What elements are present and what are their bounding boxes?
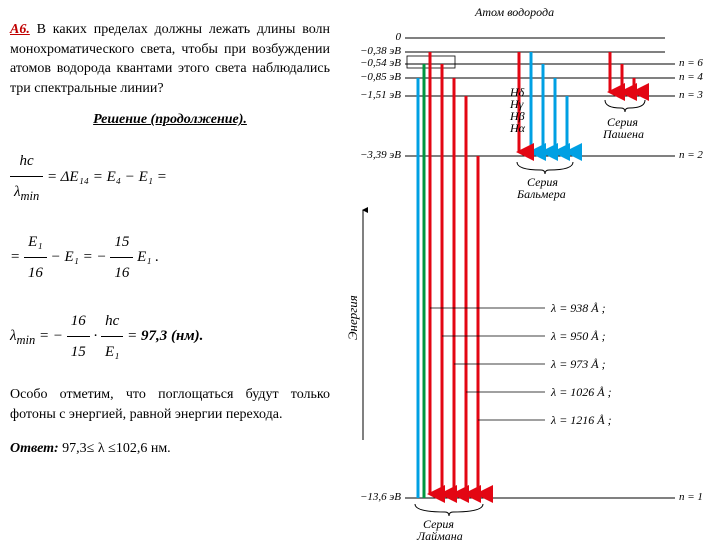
energy-axis-label: Энергия	[345, 295, 360, 340]
svg-text:n = 3: n = 3	[679, 89, 703, 101]
problem-body: В каких пределах должны лежать длины вол…	[10, 22, 330, 96]
svg-text:−1,51 эВ: −1,51 эВ	[360, 89, 401, 101]
f1-rhs: = ΔE₁₄ = E₄ − E₁ =	[47, 169, 167, 185]
excitation-lines	[418, 64, 424, 498]
f1-den: λmin	[10, 177, 43, 209]
svg-text:−0,38 эВ: −0,38 эВ	[360, 45, 401, 57]
answer-label: Ответ:	[10, 441, 59, 456]
problem-label: А6.	[10, 22, 30, 37]
energy-levels	[405, 38, 675, 498]
energy-labels: 0 −0,38 эВ −0,54 эВ −0,85 эВ −1,51 эВ −3…	[360, 31, 402, 503]
svg-text:Пашена: Пашена	[602, 127, 644, 141]
wavelength-labels: λ = 938 Å ; λ = 950 Å ; λ = 973 Å ; λ = …	[430, 301, 612, 427]
svg-text:λ = 1216 Å ;: λ = 1216 Å ;	[550, 413, 612, 427]
f3-result: 97,3 (нм).	[141, 328, 203, 344]
solution-header: Решение (продолжение).	[10, 112, 330, 128]
formula-block: hc λmin = ΔE₁₄ = E₄ − E₁ = = E₁16 − E₁ =…	[10, 146, 330, 367]
svg-text:n = 2: n = 2	[679, 149, 703, 161]
svg-text:n = 1: n = 1	[679, 491, 703, 503]
svg-text:−13,6 эВ: −13,6 эВ	[360, 491, 401, 503]
svg-text:λ = 938 Å ;: λ = 938 Å ;	[550, 301, 606, 315]
diagram-title: Атом водорода	[474, 5, 554, 19]
svg-text:−0,54 эВ: −0,54 эВ	[360, 57, 401, 69]
left-column: А6. В каких пределах должны лежать длины…	[10, 6, 330, 457]
svg-text:λ = 973 Å ;: λ = 973 Å ;	[550, 357, 606, 371]
paschen-series	[610, 52, 634, 92]
answer-text: 97,3≤ λ ≤102,6 нм.	[62, 441, 171, 456]
balmer-labels: Hδ Hγ Hβ Hα	[509, 85, 526, 135]
formula-line-3: λmin = − 1615 · hcE₁ = 97,3 (нм).	[10, 306, 330, 367]
svg-text:Бальмера: Бальмера	[516, 187, 566, 201]
svg-text:−3,39 эВ: −3,39 эВ	[360, 149, 401, 161]
note-text: Особо отметим, что поглощаться будут тол…	[10, 385, 330, 424]
answer: Ответ: 97,3≤ λ ≤102,6 нм.	[10, 441, 330, 457]
svg-text:−0,85 эВ: −0,85 эВ	[360, 71, 401, 83]
balmer-series	[531, 52, 567, 152]
series-labels: Серия Лаймана Серия Бальмера Серия Пашен…	[415, 100, 645, 540]
formula-line-2: = E₁16 − E₁ = − 1516 E₁ .	[10, 227, 330, 288]
problem-text: А6. В каких пределах должны лежать длины…	[10, 20, 330, 98]
svg-text:λ = 950 Å ;: λ = 950 Å ;	[550, 329, 606, 343]
svg-text:λ = 1026 Å ;: λ = 1026 Å ;	[550, 385, 612, 399]
n-labels: n = 6 n = 4 n = 3 n = 2 n = 1	[679, 57, 703, 503]
lyman-series	[430, 52, 478, 494]
svg-text:Лаймана: Лаймана	[416, 529, 463, 540]
svg-text:n = 6: n = 6	[679, 57, 703, 69]
f1-num: hc	[10, 146, 43, 177]
svg-text:0: 0	[396, 31, 402, 43]
energy-diagram: Атом водорода 0 −0,38 эВ −0,54 эВ −0,85 …	[345, 0, 715, 540]
svg-text:n = 4: n = 4	[679, 71, 703, 83]
svg-text:Hα: Hα	[509, 121, 526, 135]
formula-line-1: hc λmin = ΔE₁₄ = E₄ − E₁ =	[10, 146, 330, 209]
